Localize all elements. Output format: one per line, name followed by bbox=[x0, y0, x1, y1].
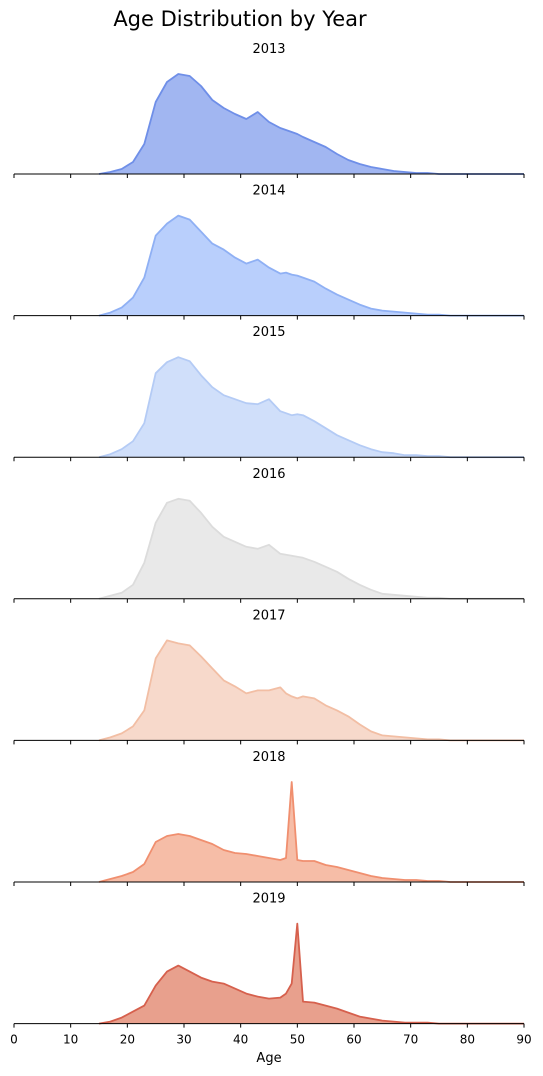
x-tick-label: 60 bbox=[346, 1033, 361, 1047]
x-tick-label: 10 bbox=[63, 1033, 78, 1047]
density-area bbox=[99, 640, 524, 741]
density-line bbox=[98, 639, 524, 742]
x-axis: 0 10 20 30 40 50 60 70 80 90 bbox=[10, 1033, 531, 1047]
density-line bbox=[98, 214, 524, 317]
ridge-panel: 2018 bbox=[13, 750, 525, 886]
density-area bbox=[99, 923, 524, 1024]
x-tick-label: 50 bbox=[290, 1033, 305, 1047]
ridge-panel: 2015 bbox=[13, 325, 525, 462]
ridge-panel: 2013 bbox=[13, 42, 525, 178]
density-line bbox=[98, 497, 524, 600]
ridge-panel: 2014 bbox=[13, 184, 525, 320]
ridge-panel: 2017 bbox=[13, 608, 525, 745]
density-area bbox=[99, 782, 524, 882]
density-line bbox=[98, 922, 524, 1025]
chart-title: Age Distribution by Year bbox=[113, 7, 367, 31]
panel-title: 2014 bbox=[252, 184, 285, 199]
density-line bbox=[98, 356, 524, 459]
x-tick-label: 90 bbox=[516, 1033, 531, 1047]
x-tick-label: 70 bbox=[403, 1033, 418, 1047]
panel-title: 2016 bbox=[252, 467, 285, 482]
density-area bbox=[99, 357, 524, 458]
density-area bbox=[99, 215, 524, 316]
density-area bbox=[99, 74, 524, 174]
density-line bbox=[98, 781, 524, 883]
x-tick-label: 0 bbox=[10, 1033, 18, 1047]
panel-title: 2015 bbox=[252, 325, 285, 340]
ridge-panel: 2016 bbox=[13, 467, 525, 603]
panel-title: 2019 bbox=[252, 892, 285, 907]
ridge-panel: 2019 bbox=[13, 892, 525, 1028]
x-tick-label: 30 bbox=[176, 1033, 191, 1047]
ridge-panels: 2013 2014 2015 2016 2017 2018 2019 bbox=[13, 42, 525, 1028]
panel-title: 2013 bbox=[252, 42, 285, 57]
density-area bbox=[99, 498, 524, 599]
x-tick-label: 20 bbox=[120, 1033, 135, 1047]
panel-title: 2018 bbox=[252, 750, 285, 765]
x-axis-label: Age bbox=[256, 1051, 281, 1066]
density-line bbox=[98, 73, 524, 175]
panel-title: 2017 bbox=[252, 608, 285, 623]
x-tick-label: 80 bbox=[460, 1033, 475, 1047]
x-tick-label: 40 bbox=[233, 1033, 248, 1047]
